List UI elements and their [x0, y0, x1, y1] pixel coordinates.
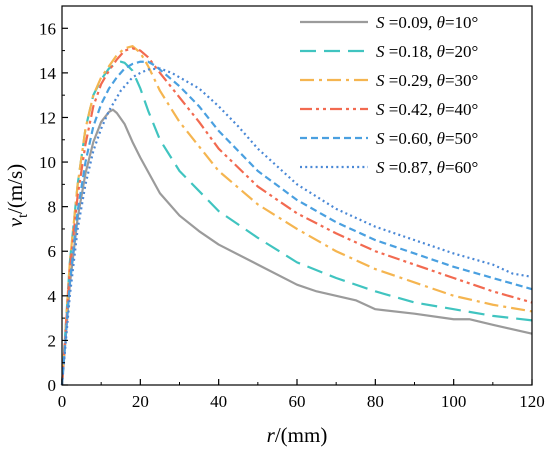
legend-label: S =0.29, θ=30°: [376, 71, 478, 90]
legend-label-part: =50°: [445, 129, 478, 148]
legend-label-part: θ: [437, 129, 445, 148]
legend-label-part: =0.60,: [385, 129, 437, 148]
series-line-3: [60, 45, 533, 386]
y-tick-label: 4: [48, 287, 57, 306]
legend-label: S =0.60, θ=50°: [376, 129, 478, 148]
x-tick-label: 40: [210, 392, 227, 411]
ticks-layer: 0 20 40 60 80 100 120 0 2 4 6 8 10 12 14 16: [39, 19, 545, 411]
y-axis-title: vt/(m/s): [3, 164, 31, 227]
x-tick-label: 80: [367, 392, 384, 411]
legend-label-part: θ: [437, 13, 445, 32]
legend-label-part: θ: [437, 100, 445, 119]
y-tick-label: 0: [48, 376, 57, 395]
legend-label: S =0.09, θ=10°: [376, 13, 478, 32]
legend-label: S =0.42, θ=40°: [376, 100, 478, 119]
x-axis-title: r/(mm): [267, 423, 328, 447]
legend-label-part: θ: [437, 42, 445, 61]
x-axis-variable: r: [267, 423, 276, 447]
y-tick-label: 2: [48, 331, 57, 350]
legend-label-part: S: [376, 71, 385, 90]
y-tick-label: 6: [48, 242, 57, 261]
legend: S =0.09, θ=10°S =0.18, θ=20°S =0.29, θ=3…: [300, 13, 478, 177]
x-tick-label: 0: [58, 392, 67, 411]
legend-label-part: =0.29,: [385, 71, 437, 90]
series-layer: [60, 45, 533, 386]
legend-label-part: S: [376, 158, 385, 177]
y-tick-label: 8: [48, 198, 57, 217]
series-line-2: [60, 60, 533, 386]
series-line-6: [60, 67, 533, 386]
legend-label-part: =40°: [445, 100, 478, 119]
legend-label-part: =0.87,: [385, 158, 437, 177]
legend-label-part: S: [376, 129, 385, 148]
legend-item-6: S =0.87, θ=60°: [300, 158, 478, 177]
y-tick-label: 10: [39, 153, 56, 172]
legend-item-2: S =0.18, θ=20°: [300, 42, 478, 61]
legend-label-part: =0.18,: [385, 42, 437, 61]
legend-label-part: S: [376, 13, 385, 32]
x-tick-label: 20: [132, 392, 149, 411]
y-axis-unit: /(m/s): [3, 164, 27, 214]
x-axis-unit: /(mm): [275, 423, 328, 447]
series-line-1: [60, 108, 533, 386]
y-axis-variable: v: [3, 217, 27, 227]
x-tick-label: 60: [289, 392, 306, 411]
legend-label: S =0.87, θ=60°: [376, 158, 478, 177]
y-tick-label: 12: [39, 108, 56, 127]
series-line-5: [60, 60, 533, 386]
legend-label-part: =60°: [445, 158, 478, 177]
x-tick-label: 100: [441, 392, 467, 411]
legend-label-part: S: [376, 100, 385, 119]
x-tick-label: 120: [519, 392, 545, 411]
series-line-4: [60, 47, 533, 386]
legend-item-3: S =0.29, θ=30°: [300, 71, 478, 90]
legend-label-part: =20°: [445, 42, 478, 61]
legend-item-1: S =0.09, θ=10°: [300, 13, 478, 32]
legend-label-part: =30°: [445, 71, 478, 90]
legend-item-4: S =0.42, θ=40°: [300, 100, 478, 119]
legend-item-5: S =0.60, θ=50°: [300, 129, 478, 148]
y-tick-label: 16: [39, 19, 56, 38]
legend-label-part: S: [376, 42, 385, 61]
legend-label-part: =10°: [445, 13, 478, 32]
legend-label-part: θ: [437, 71, 445, 90]
legend-label-part: =0.09,: [385, 13, 437, 32]
y-axis-subscript: t: [16, 214, 31, 218]
y-tick-label: 14: [39, 64, 57, 83]
legend-label: S =0.18, θ=20°: [376, 42, 478, 61]
legend-label-part: θ: [437, 158, 445, 177]
legend-label-part: =0.42,: [385, 100, 437, 119]
